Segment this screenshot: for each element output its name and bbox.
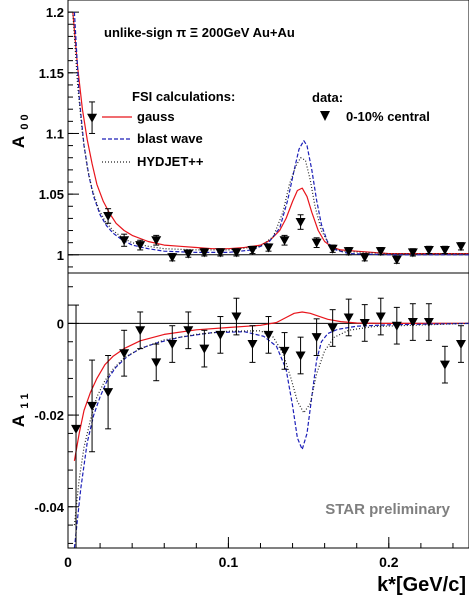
data-legend-label: 0-10% central xyxy=(346,109,430,124)
data-point-marker xyxy=(375,247,386,257)
bottom-y-ticks: 0 -0.02 -0.04 xyxy=(34,286,79,544)
curve-blast-wave xyxy=(73,322,469,549)
data-point-marker xyxy=(167,253,178,263)
data-point-marker xyxy=(135,326,146,336)
data-point-marker xyxy=(167,340,178,350)
y-tick-label: 1.1 xyxy=(46,126,64,141)
data-point-marker xyxy=(247,340,258,350)
fsi-legend-title: FSI calculations: xyxy=(132,89,235,104)
data-point-marker xyxy=(263,243,274,253)
top-model-curves xyxy=(72,12,469,256)
legend-blast-wave-label: blast wave xyxy=(137,131,203,146)
bottom-model-curves xyxy=(73,311,469,549)
data-point-marker xyxy=(375,312,386,322)
data-point-marker xyxy=(327,244,338,254)
data-point-marker xyxy=(103,211,114,221)
curve-gauss xyxy=(72,12,469,255)
data-point-marker xyxy=(407,248,418,258)
data-point-marker xyxy=(231,248,242,258)
data-point-marker xyxy=(391,255,402,265)
data-point-marker xyxy=(263,330,274,340)
data-point-marker xyxy=(151,358,162,368)
curve-blast-wave xyxy=(73,12,469,256)
data-point-marker xyxy=(199,344,210,354)
top-y-axis-label: A 0 0 xyxy=(9,114,31,148)
data-point-marker xyxy=(439,360,450,370)
star-preliminary-annotation: STAR preliminary xyxy=(325,501,450,518)
data-point-marker xyxy=(407,318,418,328)
data-point-marker xyxy=(135,241,146,251)
data-point-marker xyxy=(199,248,210,258)
data-point-marker xyxy=(359,318,370,328)
data-point-marker xyxy=(247,245,258,255)
data-point-marker xyxy=(423,245,434,255)
curve-gauss xyxy=(73,311,469,462)
data-point-marker xyxy=(295,218,306,228)
data-point-marker xyxy=(423,318,434,328)
data-point-marker xyxy=(71,424,82,434)
bottom-panel: 0 -0.02 -0.04 0 0.1 0.2 STAR preliminary A 1… xyxy=(9,272,469,596)
data-point-marker xyxy=(295,351,306,361)
top-panel: 1 1.05 1.1 1.15 1.2 unlike-sign π Ξ 200GeV A… xyxy=(9,0,469,274)
x-axis-label: k*[GeV/c] xyxy=(377,574,466,596)
data-point-marker xyxy=(119,349,130,359)
y-tick-label: -0.02 xyxy=(34,408,64,423)
data-point-marker xyxy=(87,113,98,123)
data-point-marker xyxy=(455,242,466,252)
x-tick-label: 0.1 xyxy=(219,554,239,570)
data-point-marker xyxy=(343,313,354,323)
data-point-marker xyxy=(279,346,290,356)
bottom-y-label-sub: 1 1 xyxy=(19,393,31,408)
x-axis-ticks: 0 0.1 0.2 xyxy=(64,537,454,570)
top-title: unlike-sign π Ξ 200GeV Au+Au xyxy=(104,25,295,40)
y-tick-label: 1.2 xyxy=(46,5,64,20)
legend-gauss-label: gauss xyxy=(137,109,175,124)
data-point-marker xyxy=(391,321,402,331)
bottom-y-label-main: A xyxy=(9,415,28,427)
data-point-marker xyxy=(183,326,194,336)
data-legend-title: data: xyxy=(312,90,343,105)
data-point-marker xyxy=(215,248,226,258)
y-tick-label: 1 xyxy=(57,248,64,263)
data-point-marker xyxy=(359,253,370,263)
legend-hydjet-label: HYDJET++ xyxy=(137,154,204,169)
data-point-marker xyxy=(183,249,194,259)
data-point-marker xyxy=(343,247,354,257)
y-tick-label: 1.05 xyxy=(39,187,64,202)
y-tick-label: 0 xyxy=(57,316,64,331)
data-point-marker xyxy=(103,388,114,398)
data-point-marker xyxy=(87,401,98,411)
data-point-marker xyxy=(311,238,322,248)
data-point-marker xyxy=(439,245,450,255)
bottom-y-axis-label: A 1 1 xyxy=(9,393,31,427)
data-point-marker xyxy=(151,236,162,246)
top-y-label-main: A xyxy=(9,136,28,148)
top-y-label-sub: 0 0 xyxy=(19,114,31,129)
data-legend-marker xyxy=(320,111,330,121)
x-tick-label: 0.2 xyxy=(379,554,399,570)
bottom-data-points xyxy=(71,297,466,549)
data-point-marker xyxy=(311,333,322,343)
data-point-marker xyxy=(119,236,130,246)
data-point-marker xyxy=(231,312,242,322)
x-tick-label: 0 xyxy=(64,554,72,570)
data-point-marker xyxy=(327,324,338,333)
top-plot-frame xyxy=(67,0,469,274)
data-point-marker xyxy=(279,236,290,246)
y-tick-label: -0.04 xyxy=(34,500,64,515)
top-data-points xyxy=(87,101,466,265)
data-point-marker xyxy=(215,330,226,340)
y-tick-label: 1.15 xyxy=(39,66,64,81)
data-point-marker xyxy=(455,340,466,350)
